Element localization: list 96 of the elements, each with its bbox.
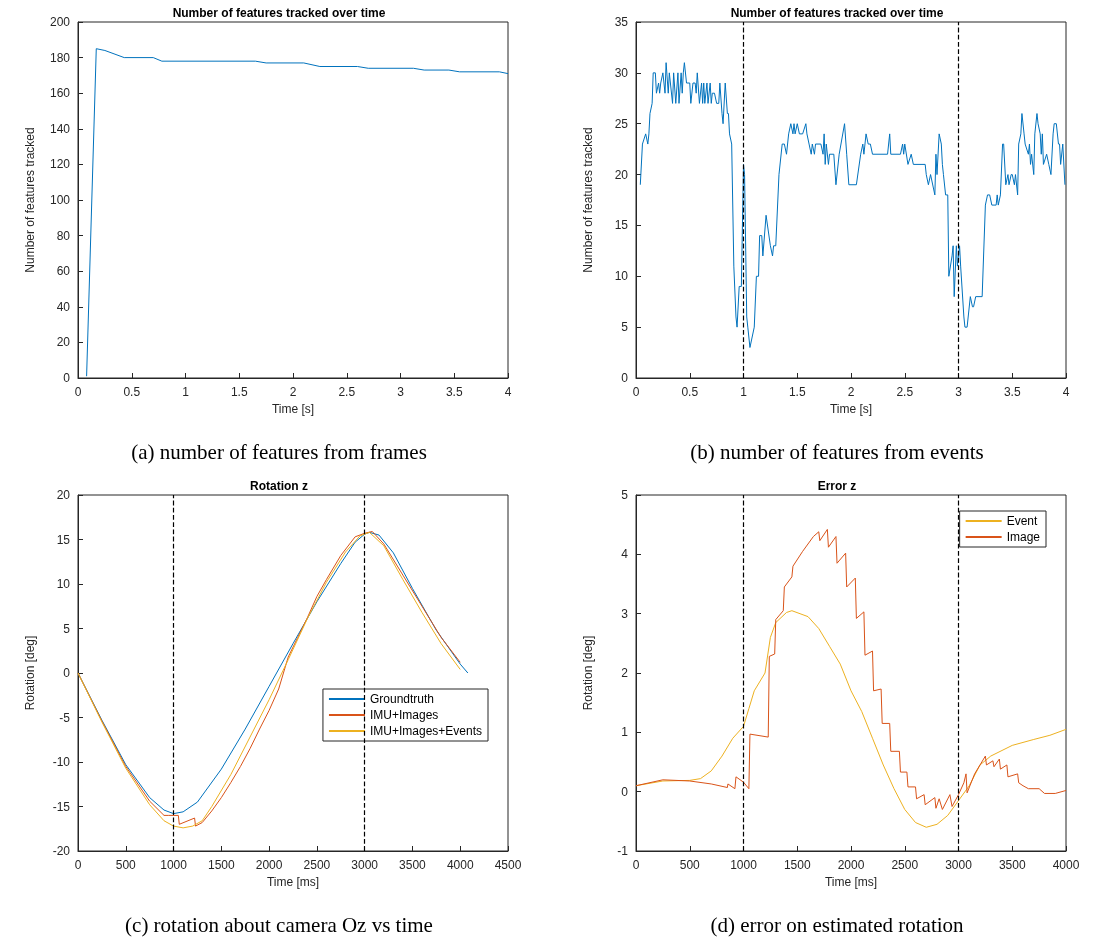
legend-label: Groundtruth <box>369 692 434 706</box>
x-tick-label: 0 <box>632 385 640 399</box>
x-tick-label: 3.5 <box>445 385 463 399</box>
legend-label: IMU+Images+Events <box>369 724 483 738</box>
legend-label: IMU+Images <box>369 708 439 722</box>
x-tick-label: 2500 <box>303 858 331 872</box>
y-tick-label: 20 <box>56 335 71 350</box>
x-tick-label: 4 <box>1062 385 1070 399</box>
x-tick-label: 0 <box>74 858 82 872</box>
line-series <box>86 48 509 377</box>
x-tick-label: 4 <box>504 385 512 399</box>
x-tick-label: 500 <box>115 858 137 872</box>
y-tick-label: 15 <box>614 218 629 233</box>
x-tick-label: 2000 <box>837 858 865 872</box>
y-tick-label: 5 <box>63 621 71 636</box>
y-tick-label: 0 <box>621 371 629 385</box>
line-series <box>639 62 1066 348</box>
text: (c) rotation about camera Oz vs time <box>125 912 433 937</box>
legend-label: Image <box>1006 530 1041 544</box>
x-tick-label: 1000 <box>160 858 188 872</box>
y-tick-label: 40 <box>56 299 71 314</box>
y-tick-label: 20 <box>614 167 629 182</box>
y-tick-label: 200 <box>49 15 71 29</box>
y-tick-label: 100 <box>49 193 71 207</box>
text: (b) number of features from events <box>690 439 984 464</box>
y-tick-label: 15 <box>56 532 71 547</box>
x-tick-label: 3.5 <box>1003 385 1021 399</box>
y-tick-label: -10 <box>52 755 71 769</box>
x-tick-label: 4500 <box>494 858 522 872</box>
x-tick-label: 4000 <box>446 858 474 872</box>
chart-title: Number of features tracked over time <box>730 6 944 20</box>
y-tick-label: 5 <box>621 320 629 335</box>
y-tick-label: 160 <box>49 86 71 101</box>
chart-title: Rotation z <box>250 479 308 493</box>
y-tick-label: 4 <box>621 547 629 562</box>
y-tick-label: 140 <box>49 121 71 136</box>
x-tick-label: 3500 <box>399 858 427 872</box>
x-tick-label: 3 <box>955 385 963 399</box>
y-tick-label: 80 <box>56 228 71 243</box>
x-tick-label: 0.5 <box>123 385 141 399</box>
y-tick-label: 120 <box>49 157 71 172</box>
text: (a) number of features from frames <box>131 439 427 464</box>
x-tick-label: 0 <box>632 858 640 872</box>
y-tick-label: 30 <box>614 65 629 80</box>
y-tick-label: 0 <box>63 371 71 385</box>
y-tick-label: 20 <box>56 488 71 502</box>
y-axis-title: Number of features tracked <box>23 127 37 273</box>
x-tick-label: 500 <box>679 858 701 872</box>
y-tick-label: 35 <box>614 15 629 29</box>
y-axis-title: Rotation [deg] <box>23 635 37 711</box>
x-tick-label: 1.5 <box>788 385 806 399</box>
y-tick-label: 3 <box>621 606 629 621</box>
x-axis-title: Time [s] <box>829 401 873 416</box>
x-tick-label: 3000 <box>945 858 973 872</box>
chart-title: Number of features tracked over time <box>172 6 386 20</box>
x-tick-label: 1 <box>740 385 748 399</box>
x-tick-label: 1500 <box>207 858 235 872</box>
y-tick-label: 180 <box>49 50 71 65</box>
x-tick-label: 3 <box>397 385 405 399</box>
y-axis-title: Rotation [deg] <box>581 635 595 711</box>
x-tick-label: 3000 <box>351 858 379 872</box>
x-tick-label: 2 <box>289 385 297 399</box>
y-tick-label: 0 <box>63 666 71 680</box>
y-axis-title: Number of features tracked <box>581 127 595 273</box>
x-axis-title: Time [ms] <box>266 874 320 889</box>
x-tick-label: 1500 <box>783 858 811 872</box>
x-axis-title: Time [s] <box>271 401 315 416</box>
y-tick-label: 5 <box>621 488 629 502</box>
x-tick-label: 2500 <box>891 858 919 872</box>
x-tick-label: 2 <box>847 385 855 399</box>
y-tick-label: 2 <box>621 666 629 680</box>
y-tick-label: -5 <box>59 710 71 725</box>
x-tick-label: 4000 <box>1052 858 1080 872</box>
line-series <box>635 528 1067 810</box>
x-tick-label: 3500 <box>998 858 1026 872</box>
y-tick-label: 0 <box>621 784 629 799</box>
x-tick-label: 0 <box>74 385 82 399</box>
y-tick-label: 60 <box>56 264 71 279</box>
x-tick-label: 0.5 <box>681 385 699 399</box>
x-tick-label: 2.5 <box>338 385 356 399</box>
y-tick-label: 10 <box>56 577 71 591</box>
y-tick-label: -1 <box>617 844 629 858</box>
y-tick-label: -20 <box>52 844 71 858</box>
y-tick-label: 10 <box>614 269 629 284</box>
x-tick-label: 1 <box>182 385 190 399</box>
x-tick-label: 1.5 <box>230 385 248 399</box>
chart-title: Error z <box>817 479 857 493</box>
x-tick-label: 1000 <box>730 858 758 872</box>
x-axis-title: Time [ms] <box>824 874 878 889</box>
y-tick-label: 1 <box>621 725 629 740</box>
legend-label: Event <box>1006 514 1038 528</box>
y-tick-label: 25 <box>614 116 629 131</box>
x-tick-label: 2.5 <box>896 385 914 399</box>
x-tick-label: 2000 <box>255 858 283 872</box>
y-tick-label: -15 <box>52 799 71 814</box>
text: (d) error on estimated rotation <box>710 912 965 937</box>
